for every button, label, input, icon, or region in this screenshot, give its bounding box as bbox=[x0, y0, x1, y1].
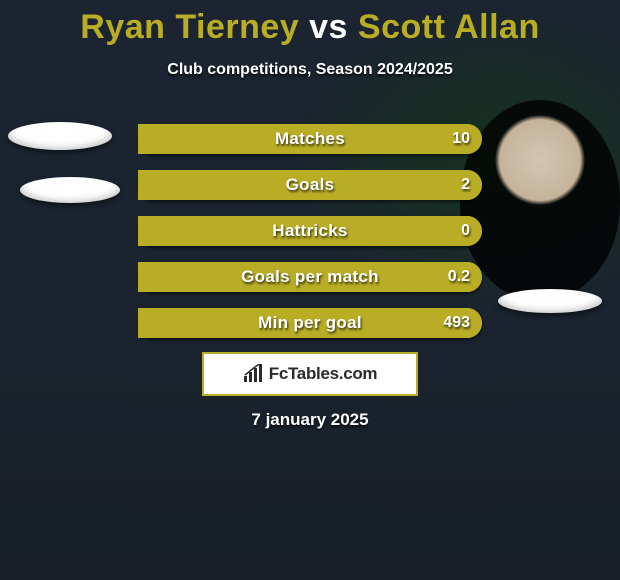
logo-text: FcTables.com bbox=[269, 364, 378, 384]
stat-value-right: 493 bbox=[443, 308, 470, 338]
stat-value-right: 0.2 bbox=[448, 262, 470, 292]
stat-row: Hattricks0 bbox=[138, 216, 482, 246]
stat-value-right: 2 bbox=[461, 170, 470, 200]
stat-value-right: 0 bbox=[461, 216, 470, 246]
player1-name: Ryan Tierney bbox=[80, 8, 299, 46]
player1-photo-placeholder-1 bbox=[8, 122, 112, 150]
stat-label: Hattricks bbox=[138, 216, 482, 246]
stat-label: Matches bbox=[138, 124, 482, 154]
vs-text: vs bbox=[309, 8, 348, 46]
bars-icon bbox=[243, 364, 265, 384]
stat-label: Goals per match bbox=[138, 262, 482, 292]
stat-value-right: 10 bbox=[452, 124, 470, 154]
stat-row: Goals per match0.2 bbox=[138, 262, 482, 292]
date-text: 7 january 2025 bbox=[0, 410, 620, 430]
player2-photo-placeholder bbox=[498, 289, 602, 313]
stat-row: Matches10 bbox=[138, 124, 482, 154]
stat-row: Min per goal493 bbox=[138, 308, 482, 338]
stat-label: Goals bbox=[138, 170, 482, 200]
stats-bars: Matches10 Goals2 Hattricks0 Goals per match… bbox=[138, 124, 482, 354]
player1-photo-placeholder-2 bbox=[20, 177, 120, 203]
comparison-card: Ryan Tierney vs Scott Allan Club competi… bbox=[0, 0, 620, 580]
fctables-logo[interactable]: FcTables.com bbox=[202, 352, 418, 396]
page-title: Ryan Tierney vs Scott Allan bbox=[0, 0, 620, 47]
subtitle: Club competitions, Season 2024/2025 bbox=[0, 61, 620, 79]
stat-row: Goals2 bbox=[138, 170, 482, 200]
stat-label: Min per goal bbox=[138, 308, 482, 338]
player2-name: Scott Allan bbox=[358, 8, 540, 46]
